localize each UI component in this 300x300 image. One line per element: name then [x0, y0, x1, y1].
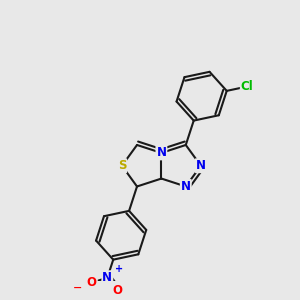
Text: O: O	[87, 276, 97, 289]
Text: −: −	[73, 282, 82, 292]
Text: N: N	[196, 159, 206, 172]
Text: Cl: Cl	[241, 80, 253, 93]
Text: O: O	[112, 284, 122, 297]
Text: S: S	[118, 159, 126, 172]
Text: N: N	[156, 146, 167, 159]
Text: N: N	[102, 271, 112, 284]
Text: N: N	[181, 180, 191, 193]
Text: +: +	[115, 264, 123, 274]
